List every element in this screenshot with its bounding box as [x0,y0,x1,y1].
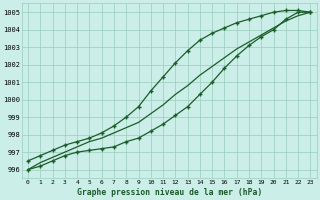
X-axis label: Graphe pression niveau de la mer (hPa): Graphe pression niveau de la mer (hPa) [76,188,262,197]
